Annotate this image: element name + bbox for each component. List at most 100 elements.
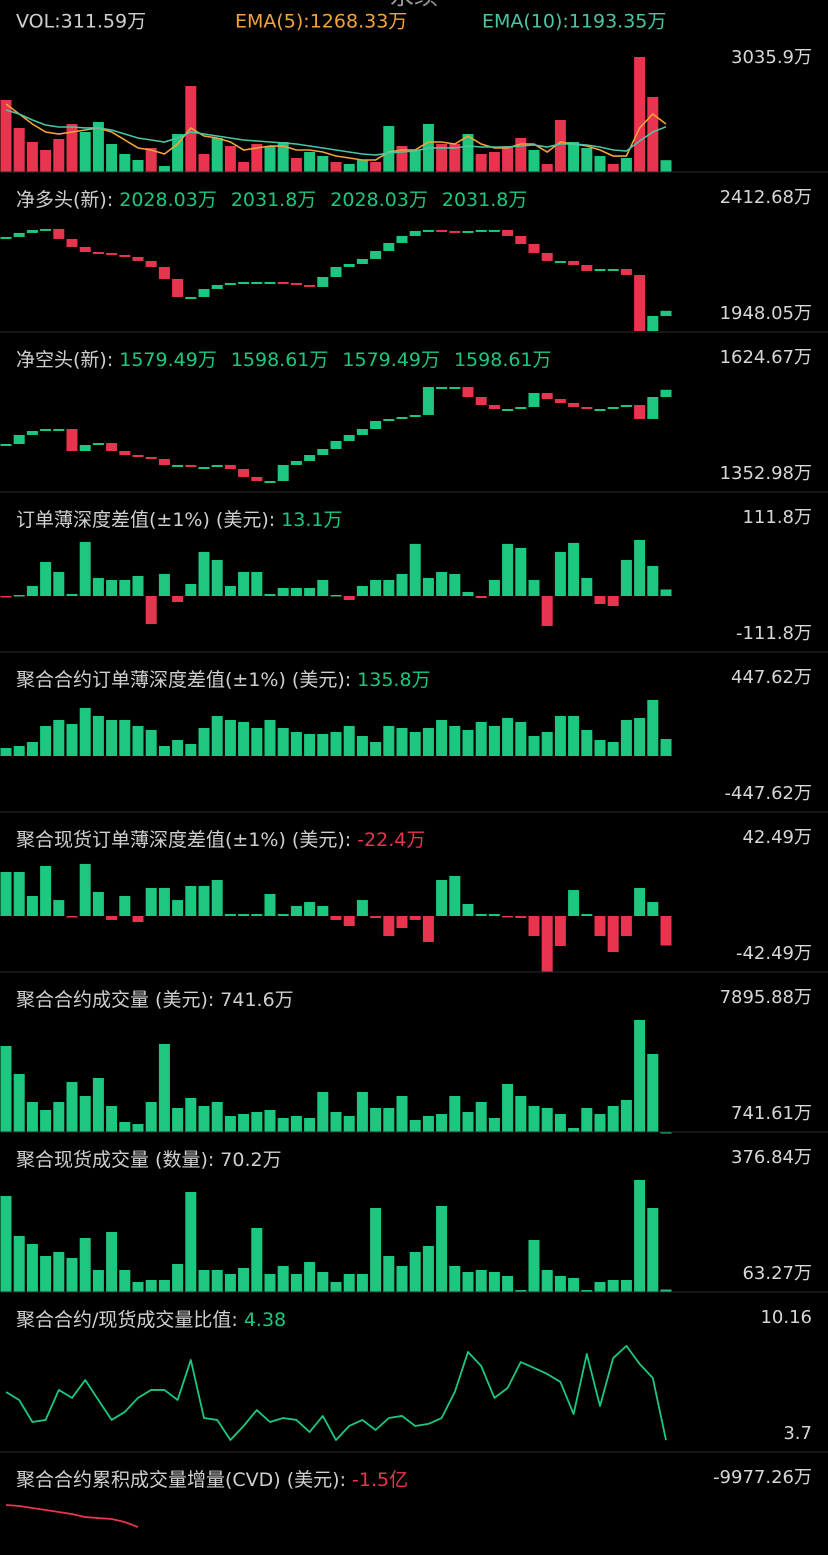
candle — [436, 229, 448, 232]
candle — [185, 296, 197, 299]
candle — [554, 398, 566, 403]
bar — [422, 727, 434, 756]
bar — [607, 916, 619, 952]
bar — [185, 583, 197, 596]
bar — [26, 895, 38, 916]
bar — [620, 1099, 632, 1132]
series-line — [5, 1344, 667, 1441]
bar — [92, 577, 104, 596]
scale-label: -447.62万 — [725, 783, 812, 804]
bar — [264, 1109, 276, 1132]
bar — [92, 1269, 104, 1292]
bar — [594, 1281, 606, 1292]
bar — [462, 729, 474, 756]
bar — [660, 916, 672, 946]
bar — [409, 916, 421, 920]
bar — [488, 151, 500, 172]
bar — [356, 1091, 368, 1132]
candle — [13, 434, 25, 444]
bar — [541, 1269, 553, 1292]
bar — [198, 551, 210, 596]
bar — [185, 1191, 197, 1292]
bar — [594, 1114, 606, 1132]
header-value: 2031.8万 — [231, 189, 316, 211]
bar — [502, 1275, 514, 1292]
bar — [119, 1269, 131, 1292]
candle — [158, 266, 170, 279]
header-value: 2028.03万 — [119, 189, 217, 211]
bar — [172, 739, 184, 756]
candle — [634, 404, 646, 419]
bar — [106, 916, 118, 920]
bar — [554, 1275, 566, 1292]
scale-label: 42.49万 — [742, 827, 812, 848]
scale-label: 2412.68万 — [720, 187, 812, 208]
bar — [502, 916, 514, 918]
bar — [356, 585, 368, 596]
bar — [620, 916, 632, 937]
bar — [528, 149, 540, 172]
bar — [515, 1289, 527, 1292]
bar — [462, 1271, 474, 1292]
bar — [515, 916, 527, 918]
candle — [356, 428, 368, 435]
candle — [198, 288, 210, 297]
candle — [26, 431, 38, 435]
bar — [462, 134, 474, 172]
bar — [647, 565, 659, 596]
bar — [436, 1114, 448, 1132]
bar — [620, 559, 632, 596]
candle — [660, 310, 672, 316]
bar — [106, 1105, 118, 1132]
bar — [317, 579, 329, 596]
bar — [502, 717, 514, 756]
bar — [277, 587, 289, 596]
bar — [541, 596, 553, 627]
bar — [528, 1105, 540, 1132]
bar — [79, 1095, 91, 1132]
bar — [436, 1205, 448, 1292]
bar — [396, 146, 408, 172]
candle — [119, 451, 131, 456]
candle — [106, 443, 118, 452]
page-title: 永续 — [390, 0, 438, 10]
bar — [422, 1115, 434, 1132]
bar — [396, 916, 408, 928]
bar — [660, 1132, 672, 1134]
bar — [106, 1231, 118, 1292]
bar — [290, 587, 302, 596]
scale-label: 111.8万 — [742, 507, 812, 528]
bar — [238, 571, 250, 596]
scale-label: 1352.98万 — [720, 463, 812, 484]
bar — [224, 585, 236, 596]
bar — [185, 1097, 197, 1132]
bar — [238, 161, 250, 172]
bar — [409, 1119, 421, 1132]
candle — [581, 406, 593, 409]
candle — [383, 418, 395, 421]
bar — [343, 725, 355, 756]
bar — [634, 717, 646, 756]
bar — [409, 149, 421, 172]
bar — [330, 731, 342, 756]
bar — [475, 596, 487, 599]
header-value: 741.6万 — [220, 989, 293, 1011]
bar — [224, 719, 236, 756]
bar — [356, 159, 368, 172]
bar — [660, 739, 672, 756]
bar — [211, 880, 223, 916]
bar — [198, 154, 210, 172]
bar — [40, 865, 52, 916]
candle — [568, 402, 580, 407]
bar — [290, 1115, 302, 1132]
candle — [422, 229, 434, 232]
candle — [132, 455, 144, 458]
candle — [211, 464, 223, 467]
bar — [634, 540, 646, 596]
bar — [304, 902, 316, 916]
bar — [660, 160, 672, 172]
bar — [634, 57, 646, 172]
bar — [541, 916, 553, 972]
bar — [277, 141, 289, 172]
bar — [317, 733, 329, 756]
